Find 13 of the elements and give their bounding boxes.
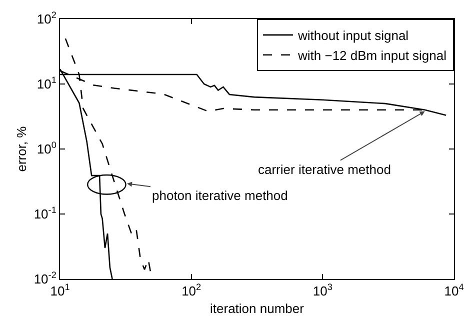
y-tick-label: 10$^{0}$ [36,140,56,157]
y-tick-label: 10$^{-1}$ [34,205,56,222]
x-axis-title: iteration number [210,301,305,316]
y-tick-label: 10$^{2}$ [36,10,56,27]
annotation: photon iterative method [152,188,288,203]
y-tick-label: 10$^{1}$ [36,75,56,92]
legend-label: with −12 dBm input signal [297,48,447,63]
annotation: carrier iterative method [258,162,391,177]
x-tick-label: 10$^{3}$ [312,282,332,299]
legend-label: without input signal [297,28,409,44]
x-tick-label: 10$^{4}$ [444,282,464,299]
y-axis-title: error, % [14,126,29,172]
x-tick-label: 10$^{2}$ [182,282,202,299]
